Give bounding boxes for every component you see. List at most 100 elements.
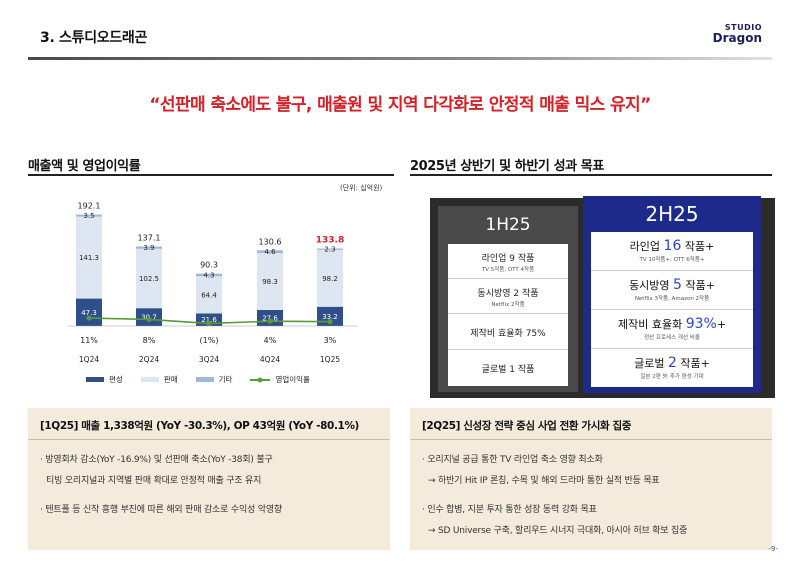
bar-value-label: 47.3: [81, 309, 97, 317]
legend-label: 영업이익률: [275, 375, 310, 384]
bar-판매: [196, 276, 222, 314]
h1-body: 라인업 9 작품 TV 5작품, OTT 4작품 동시방영 2 작품 Netfl…: [448, 244, 568, 386]
bar-기타: [196, 273, 222, 277]
bar-기타: [317, 248, 343, 250]
h2-body: 라인업 16 작품+ TV 10작품+, OTT 6작품+ 동시방영 5 작품+…: [591, 232, 753, 387]
margin-point: [86, 315, 92, 321]
q1-summary-title: [1Q25] 매출 1,338억원 (YoY -30.3%), OP 43억원 …: [40, 420, 359, 432]
h2-row-main: 동시방영 5 작품+: [591, 277, 753, 293]
logo-line2: Dragon: [712, 31, 762, 45]
chart-unit: (단위: 십억원): [340, 184, 383, 192]
legend-swatch: [86, 377, 104, 382]
bar-판매: [136, 248, 162, 309]
h2-row-num: 2: [667, 355, 677, 371]
h2-row-efficiency: 제작비 효율화 93%+ 정산 프로세스 개선 비율: [591, 310, 753, 349]
bar-value-label: 2.3: [324, 246, 335, 254]
h1-panel: 1H25 라인업 9 작품 TV 5작품, OTT 4작품 동시방영 2 작품 …: [438, 206, 578, 392]
h2-row-sub: 정산 프로세스 개선 비율: [644, 335, 700, 341]
bar-판매: [257, 252, 283, 310]
headline: “선판매 축소에도 불구, 매출원 및 지역 다각화로 안정적 매출 믹스 유지…: [149, 95, 651, 115]
legend-line-swatch: [250, 377, 271, 382]
h1-row-lineup: 라인업 9 작품 TV 5작품, OTT 4작품: [448, 244, 568, 279]
bar-value-label: 27.6: [262, 314, 278, 322]
legend-item-판매: 판매: [140, 374, 178, 385]
chart-legend: 편성 판매 기타 영업이익률: [86, 374, 310, 385]
bar-total-label: 137.1: [138, 233, 161, 242]
header-rule: [28, 57, 772, 60]
legend-swatch: [140, 377, 159, 382]
legend-label: 편성: [109, 375, 123, 384]
q2-plan-line: · 오리지널 공급 통한 TV 라인업 축소 영향 최소화: [422, 455, 603, 465]
h1-row-sub: Netflix 2작품: [491, 302, 525, 308]
h2-row-global: 글로벌 2 작품+ 일본 2편 外 추가 편성 기대: [591, 349, 753, 387]
goals-section-rule: [410, 174, 772, 176]
page-number: -9-: [768, 545, 778, 553]
studio-dragon-logo: STUDIO Dragon: [712, 23, 762, 45]
h2-row-text: 작품+: [681, 279, 715, 292]
h1-row-main: 라인업 9 작품: [481, 254, 535, 264]
bar-판매: [76, 216, 102, 299]
h2-row-num: 5: [673, 277, 682, 293]
q2-plan-title: [2Q25] 신성장 전략 중심 사업 전환 가시화 집중: [422, 420, 631, 432]
category-label: 1Q25: [320, 355, 340, 364]
h2-row-text: 라인업: [629, 240, 664, 253]
q1-summary-box: [1Q25] 매출 1,338억원 (YoY -30.3%), OP 43억원 …: [28, 408, 390, 550]
bar-value-label: 141.3: [79, 254, 99, 262]
category-label: 1Q24: [79, 355, 99, 364]
h2-row-main: 제작비 효율화 93%+: [591, 316, 753, 332]
h1-row-simulcast: 동시방영 2 작품 Netflix 2작품: [448, 279, 568, 314]
bar-total-label: 130.6: [259, 237, 282, 246]
bar-value-label: 4.3: [203, 271, 214, 279]
h2-row-text: 작품+: [676, 357, 710, 370]
q1-summary-line: · 방영회차 감소(YoY -16.9%) 및 선판매 축소(YoY -38회)…: [40, 455, 273, 465]
bar-편성: [76, 298, 102, 326]
q2-plan-box: [2Q25] 신성장 전략 중심 사업 전환 가시화 집중 · 오리지널 공급 …: [410, 408, 772, 550]
h2-row-text: 작품+: [681, 240, 715, 253]
legend-item-편성: 편성: [86, 374, 123, 385]
h1-row-main: 글로벌 1 작품: [481, 365, 535, 375]
legend-label: 판매: [163, 375, 178, 384]
chart-section-title: 매출액 및 영업이익률: [28, 159, 141, 174]
bar-value-label: 64.4: [201, 291, 217, 299]
bar-value-label: 3.5: [83, 212, 94, 220]
bar-total-label: 133.8: [316, 235, 344, 245]
margin-label: 8%: [143, 336, 156, 345]
q2-plan-line: → SD Universe 구축, 할리우드 시너지 극대화, 아시아 허브 확…: [428, 526, 688, 536]
bar-value-label: 98.2: [322, 275, 338, 283]
h2-row-sub: Netflix 3작품, Amazon 2작품: [634, 296, 710, 302]
bar-value-label: 3.9: [143, 244, 154, 252]
bar-기타: [257, 250, 283, 253]
h2-row-text: 동시방영: [629, 279, 674, 292]
margin-point: [327, 319, 333, 325]
margin-label: 4%: [264, 336, 277, 345]
margin-point: [146, 316, 152, 322]
q1-summary-line: 티빙 오리지널과 지역별 판매 확대로 안정적 매출 구조 유지: [46, 476, 262, 486]
logo-line1: STUDIO: [724, 23, 762, 32]
h2-row-lineup: 라인업 16 작품+ TV 10작품+, OTT 6작품+: [591, 232, 753, 271]
category-label: 3Q24: [199, 355, 219, 364]
q2-plan-rule: [410, 439, 772, 440]
legend-item-기타: 기타: [195, 374, 232, 385]
h2-row-sub: TV 10작품+, OTT 6작품+: [639, 257, 705, 263]
h2-row-text: +: [716, 318, 727, 331]
h2-row-main: 라인업 16 작품+: [591, 238, 753, 254]
h1-row-sub: TV 5작품, OTT 4작품: [481, 267, 535, 273]
h1-row-main: 제작비 효율화 75%: [470, 329, 546, 339]
legend-swatch: [195, 377, 214, 382]
bar-value-label: 98.3: [262, 278, 278, 286]
h2-row-text: 글로벌: [634, 357, 668, 370]
margin-label: (1%): [200, 336, 219, 345]
h2-row-main: 글로벌 2 작품+: [591, 355, 753, 371]
bar-value-label: 21.6: [201, 316, 217, 324]
h1-row-efficiency: 제작비 효율화 75%: [448, 314, 568, 350]
h1-row-global: 글로벌 1 작품: [448, 350, 568, 386]
section-title: 3. 스튜디오드래곤: [40, 30, 148, 46]
bar-기타: [76, 214, 102, 217]
margin-label: 11%: [80, 336, 98, 345]
h2-row-num: 93%: [685, 316, 717, 332]
goals-section-title: 2025년 상반기 및 하반기 성과 목표: [410, 159, 604, 174]
bar-total-label: 90.3: [200, 261, 218, 270]
revenue-chart: 47.3141.33.5192.11Q2430.7102.53.9137.12Q…: [68, 202, 358, 364]
h2-row-text: 제작비 효율화: [617, 318, 686, 331]
bar-value-label: 4.6: [264, 248, 276, 256]
